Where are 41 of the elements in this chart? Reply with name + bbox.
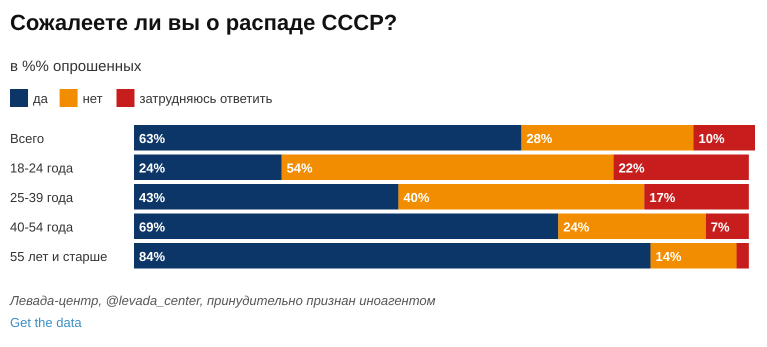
bar (134, 125, 522, 150)
data-label: 43% (139, 190, 166, 205)
data-label: 69% (139, 219, 166, 234)
data-label: 63% (139, 130, 166, 146)
data-label: 28% (526, 130, 553, 146)
bar (694, 125, 755, 150)
data-label: 54% (286, 160, 314, 176)
bar (558, 214, 706, 239)
bar (282, 154, 614, 180)
data-label: 7% (710, 219, 730, 234)
bar (134, 243, 650, 268)
text: Левада-центр, @levada_center, принудительно признан иноагентом (9, 293, 436, 308)
data-label: 24% (563, 219, 590, 234)
bar (521, 125, 694, 150)
y-tick-label: 40-54 года (10, 219, 74, 234)
data-label: 10% (698, 130, 725, 146)
y-tick-label: 55 лет и старше (10, 248, 108, 264)
y-tick-label: Всего (10, 130, 44, 146)
bar (614, 154, 749, 180)
bar (650, 243, 737, 268)
chart-subtitle: в %% опрошенных (10, 58, 142, 75)
bar (134, 214, 558, 239)
bar (134, 184, 398, 210)
data-label: 24% (139, 160, 166, 176)
data-label: 14% (655, 248, 682, 264)
data-label: 22% (618, 160, 646, 176)
y-tick-label: 18-24 года (10, 160, 74, 176)
data-label: 40% (403, 190, 430, 205)
legend-label: затрудняюсь ответить (140, 91, 273, 106)
bar (706, 214, 749, 239)
legend-label: нет (82, 91, 103, 106)
data-label: 17% (649, 190, 676, 205)
text: Get the data (10, 315, 82, 330)
data-label: 84% (139, 248, 166, 264)
legend-label: да (33, 91, 49, 106)
chart-title: Сожалеете ли вы о распаде СССР? (10, 10, 398, 35)
bar (644, 184, 749, 210)
bar (398, 184, 644, 210)
bar (736, 243, 749, 268)
bar (134, 154, 282, 180)
y-tick-label: 25-39 года (10, 190, 74, 205)
